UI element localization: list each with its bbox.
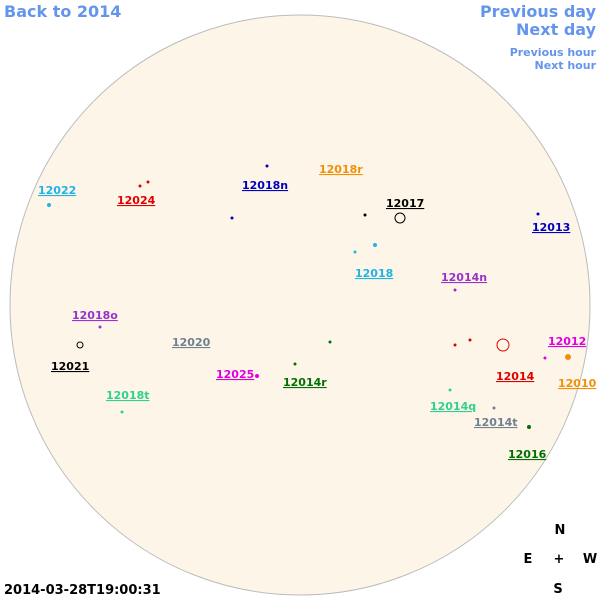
back-link[interactable]: Back to 2014: [4, 2, 121, 21]
region-label[interactable]: 12014n: [441, 271, 487, 284]
spot: [120, 410, 124, 414]
region-label[interactable]: 12013: [532, 221, 570, 234]
spot: [47, 203, 51, 207]
spot: [98, 325, 102, 329]
spot: [496, 338, 510, 352]
compass-center: +: [554, 552, 565, 567]
region-label[interactable]: 12016: [508, 448, 547, 461]
spot: [353, 250, 357, 254]
next-day-link[interactable]: Next day: [516, 20, 597, 39]
spot: [468, 338, 472, 342]
region-label[interactable]: 12014q: [430, 400, 476, 413]
region-label[interactable]: 12014r: [283, 376, 327, 389]
region-label[interactable]: 12018o: [72, 309, 118, 322]
region-label[interactable]: 12025: [216, 368, 254, 381]
region-label[interactable]: 12022: [38, 184, 76, 197]
spot: [448, 388, 452, 392]
region-labels: 12022 12024 12018n 12018r 12017 12013 12…: [38, 163, 597, 461]
spot: [363, 213, 367, 217]
region-label[interactable]: 12024: [117, 194, 156, 207]
region-label[interactable]: 12018r: [319, 163, 363, 176]
spot: [373, 243, 377, 247]
region-label[interactable]: 12017: [386, 197, 424, 210]
previous-hour-link[interactable]: Previous hour: [510, 46, 597, 59]
timestamp: 2014-03-28T19:00:31: [4, 583, 161, 598]
previous-day-link[interactable]: Previous day: [480, 2, 597, 21]
region-label[interactable]: 12014t: [474, 416, 518, 429]
spot: [230, 216, 234, 220]
region-label[interactable]: 12010: [558, 377, 597, 390]
spot: [146, 180, 150, 184]
spot: [527, 425, 531, 429]
region-label[interactable]: 12018: [355, 267, 393, 280]
compass-north: N: [555, 523, 566, 538]
compass-east: E: [524, 552, 533, 567]
compass-west: W: [583, 552, 597, 567]
spot: [328, 340, 332, 344]
spot: [536, 212, 540, 216]
spot: [453, 288, 457, 292]
spots: [47, 164, 571, 429]
spot: [138, 184, 142, 188]
next-hour-link[interactable]: Next hour: [535, 59, 597, 72]
region-label[interactable]: 12020: [172, 336, 211, 349]
region-label[interactable]: 12018n: [242, 179, 288, 192]
region-label[interactable]: 12018t: [106, 389, 150, 402]
region-label[interactable]: 12021: [51, 360, 89, 373]
solar-disk: [9, 14, 591, 596]
spot: [453, 343, 457, 347]
spot: [394, 212, 406, 224]
compass-south: S: [553, 582, 562, 597]
region-label[interactable]: 12012: [548, 335, 586, 348]
spot: [76, 341, 84, 349]
spot: [543, 356, 547, 360]
region-label[interactable]: 12014: [496, 370, 535, 383]
spot: [293, 362, 297, 366]
spot: [265, 164, 269, 168]
spot: [255, 374, 259, 378]
spot: [565, 354, 571, 360]
spot: [492, 406, 496, 410]
